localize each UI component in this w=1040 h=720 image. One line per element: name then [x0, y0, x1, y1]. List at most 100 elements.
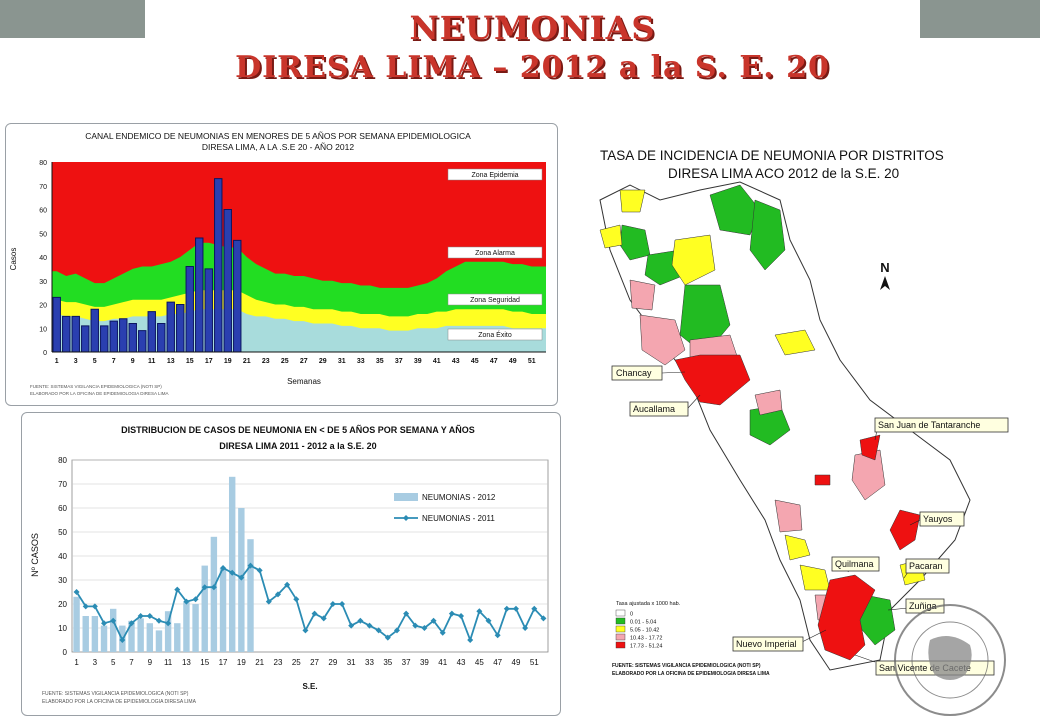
callout-nuevo-imperial: Nuevo Imperial	[732, 629, 827, 652]
distribution-bar-week-5	[109, 608, 117, 652]
district-green-2	[749, 199, 786, 271]
distribution-point-2011-week-20	[247, 562, 254, 569]
endemic-bar-week-17	[204, 268, 213, 353]
endemic-chart-title-1: CANAL ENDEMICO DE NEUMONIAS EN MENORES D…	[85, 131, 471, 141]
district-pink-4	[754, 389, 783, 416]
zone-label-box-2	[447, 293, 543, 306]
distribution-xtick-29: 29	[328, 658, 337, 667]
distribution-point-2011-week-32	[357, 617, 364, 624]
distribution-point-2011-week-41	[439, 629, 446, 636]
map-legend-title: Tasa ajustada x 1000 hab.	[616, 601, 681, 607]
endemic-xtick-25: 25	[281, 358, 289, 365]
distribution-chart-xlabel: S.E.	[302, 682, 317, 691]
endemic-ytick-50: 50	[39, 231, 47, 238]
distribution-xtick-9: 9	[148, 658, 153, 667]
district-pink-6	[774, 499, 803, 533]
distribution-point-2011-week-26	[302, 627, 309, 634]
legend-label-2012: NEUMONIAS - 2012	[422, 493, 496, 502]
distribution-chart: DISTRIBUCION DE CASOS DE NEUMONIA EN < D…	[30, 425, 549, 705]
endemic-bar-week-4	[81, 325, 90, 353]
endemic-xtick-11: 11	[148, 358, 156, 365]
callout-san-juan-label: San Juan de Tantaranche	[878, 420, 980, 430]
distribution-point-2011-week-10	[155, 617, 162, 624]
endemic-xtick-17: 17	[205, 358, 213, 365]
distribution-point-2011-week-14	[192, 596, 199, 603]
map-title-1: TASA DE INCIDENCIA DE NEUMONIA POR DISTR…	[600, 148, 944, 163]
distribution-ytick-0: 0	[63, 648, 68, 657]
distribution-point-2011-week-29	[329, 601, 336, 607]
distribution-point-2011-week-50	[522, 625, 529, 631]
zone-label-2: Zona Seguridad	[447, 293, 543, 306]
distribution-ytick-60: 60	[58, 504, 67, 513]
distribution-xtick-47: 47	[493, 658, 502, 667]
endemic-bar-week-5	[90, 308, 99, 353]
distribution-xtick-19: 19	[237, 658, 246, 667]
endemic-bar-week-10	[138, 330, 147, 353]
distribution-ytick-70: 70	[58, 480, 67, 489]
distribution-point-2011-week-19	[238, 574, 245, 581]
distribution-point-2011-week-42	[448, 610, 455, 617]
distribution-bar-week-15	[201, 565, 208, 652]
map-source-2: ELABORADO POR LA OFICINA DE EPIDEMIOLOGI…	[612, 671, 770, 677]
map-legend-label-0: 0	[630, 612, 633, 618]
distribution-xtick-17: 17	[219, 658, 228, 667]
distribution-point-2011-week-38	[412, 622, 419, 629]
endemic-xtick-5: 5	[93, 358, 97, 365]
endemic-bar-week-20	[233, 239, 242, 353]
endemic-chart-title-2: DIRESA LIMA, A LA .S.E 20 - AÑO 2012	[202, 142, 354, 152]
distribution-bar-week-10	[155, 630, 163, 652]
header-bar-right	[920, 0, 1040, 38]
callout-san-vicente-label: San Vicente de Cacete	[879, 663, 971, 673]
map-legend-label-4: 17.73 - 51.24	[630, 644, 662, 650]
distribution-xtick-1: 1	[74, 658, 79, 667]
distribution-line-2011	[75, 564, 545, 643]
map-legend: Tasa ajustada x 1000 hab. 0 0.01 - 5.04 5.…	[615, 601, 681, 650]
district-pink-2	[639, 314, 686, 366]
distribution-ytick-80: 80	[58, 456, 67, 465]
distribution-point-2011-week-34	[375, 627, 382, 634]
distribution-point-2011-week-4	[101, 620, 108, 627]
callout-zuniga: Zuñiga	[887, 598, 945, 614]
distribution-xtick-7: 7	[129, 658, 134, 667]
endemic-source-1: FUENTE: SISTEMAS VIGILANCIA EPIDEMIOLOGI…	[30, 384, 162, 389]
distribution-point-2011-week-15	[201, 584, 208, 591]
callout-quilmana: Quilmana	[831, 556, 880, 573]
distribution-point-2011-week-35	[384, 634, 391, 641]
distribution-point-2011-week-17	[220, 565, 227, 571]
distribution-xtick-45: 45	[475, 658, 484, 667]
endemic-xtick-1: 1	[55, 358, 59, 365]
distribution-xtick-49: 49	[512, 658, 521, 667]
distribution-xtick-11: 11	[164, 658, 173, 667]
map-legend-swatch-4	[615, 641, 626, 649]
zone-label-text-3: Zona Éxito	[478, 330, 512, 339]
endemic-ytick-0: 0	[43, 350, 47, 357]
title-panel	[145, 6, 920, 38]
callout-aucallama: Aucallama	[629, 394, 701, 417]
distribution-bar-week-18	[228, 476, 236, 652]
distribution-point-2011-week-28	[320, 615, 327, 622]
map-legend-swatch-3	[615, 633, 626, 641]
endemic-xtick-3: 3	[74, 358, 78, 365]
distribution-point-2011-week-36	[393, 627, 400, 634]
endemic-ytick-30: 30	[39, 279, 47, 286]
endemic-bar-week-3	[71, 315, 80, 353]
callout-nuevo-imperial-label: Nuevo Imperial	[736, 639, 797, 649]
distribution-point-2011-week-46	[485, 617, 492, 624]
zone-label-1: Zona Alarma	[447, 246, 543, 259]
distribution-point-2011-week-40	[430, 617, 437, 624]
map-legend-swatch-2	[615, 625, 626, 633]
distribution-xtick-27: 27	[310, 658, 319, 667]
distribution-bar-week-8	[137, 618, 144, 652]
distribution-xtick-25: 25	[292, 658, 301, 667]
distribution-source-2: ELABORADO POR LA OFICINA DE EPIDEMIOLOGI…	[42, 699, 197, 705]
distribution-point-2011-week-2	[82, 603, 89, 610]
endemic-xtick-39: 39	[414, 358, 422, 365]
distribution-point-2011-week-31	[348, 622, 355, 629]
distribution-point-2011-week-1	[73, 589, 80, 595]
distribution-point-2011-week-11	[165, 620, 172, 627]
north-arrow-icon: N	[880, 260, 890, 290]
distribution-xtick-51: 51	[530, 658, 539, 667]
endemic-bar-week-2	[62, 315, 71, 353]
endemic-bar-week-12	[157, 323, 166, 353]
endemic-source-2: ELABORADO POR LA OFICINA DE EPIDEMIOLOGI…	[30, 391, 169, 396]
